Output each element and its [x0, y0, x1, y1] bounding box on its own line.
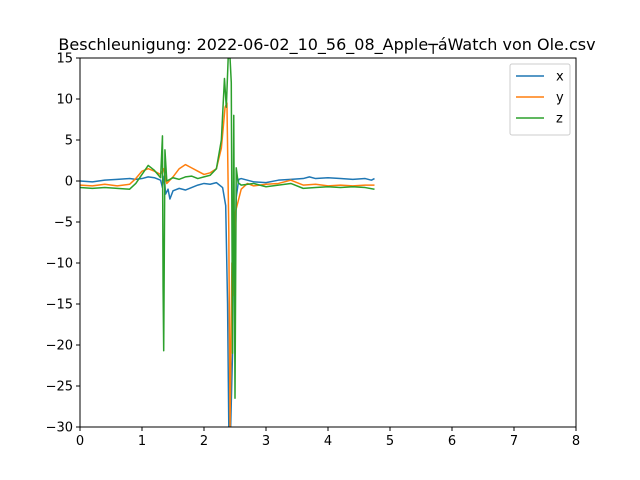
plot-frame: [79, 57, 577, 428]
x-tick-label: 1: [138, 434, 146, 449]
x-tick-label: 5: [386, 434, 394, 449]
legend: xyz: [509, 63, 571, 136]
legend-label-y: y: [556, 91, 564, 106]
x-tick-label: 6: [448, 434, 456, 449]
y-tick-label: 15: [56, 52, 73, 67]
x-tick-label: 0: [76, 434, 84, 449]
y-tick-label: 5: [65, 134, 73, 149]
legend-label-x: x: [556, 70, 564, 85]
x-tick-label: 7: [510, 434, 518, 449]
x-tick-label: 8: [572, 434, 580, 449]
x-tick-label: 2: [200, 434, 208, 449]
x-axis: 0 1 2 3 4 5 6 7 8: [76, 427, 580, 449]
y-tick-label: −20: [46, 339, 73, 354]
x-tick-label: 3: [262, 434, 270, 449]
legend-label-z: z: [556, 112, 563, 127]
y-tick-label: −10: [46, 257, 73, 272]
series-line-z: [80, 58, 375, 400]
x-tick-label: 4: [324, 434, 332, 449]
y-tick-label: 10: [56, 93, 73, 108]
y-tick-label: −15: [46, 298, 73, 313]
series-line-y: [80, 102, 375, 427]
chart-title: Beschleunigung: 2022-06-02_10_56_08_Appl…: [58, 35, 595, 55]
y-tick-label: −30: [46, 421, 73, 436]
series-layer: [80, 58, 375, 427]
y-tick-label: 0: [65, 175, 73, 190]
series-line-x: [80, 175, 375, 427]
y-axis: −30 −25 −20 −15 −10 −5 0 5 10 15: [46, 52, 80, 436]
y-tick-label: −25: [46, 380, 73, 395]
y-tick-label: −5: [54, 216, 73, 231]
